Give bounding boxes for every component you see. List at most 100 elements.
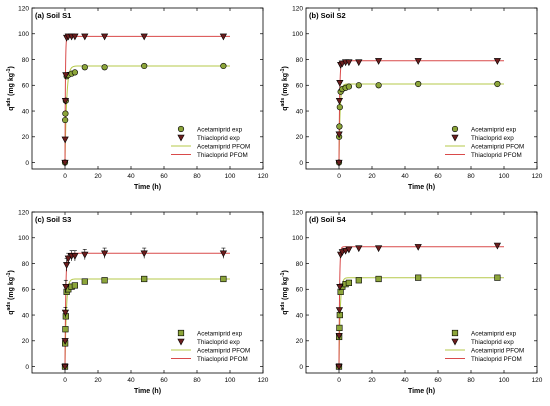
x-tick-label: 0 [337,377,341,384]
chart-panel-c: 0 20 40 60 80 100 120 0 20 40 60 80 100 120 (c) Soil S… [6,209,269,395]
thiacloprid-data-point [335,332,343,340]
x-tick-label: 0 [63,377,67,384]
y-axis-label-part: (mg kg [8,277,15,302]
thiacloprid-data-point [355,245,363,253]
x-axis-label: Time (h) [408,184,435,191]
thiacloprid-data-point [61,98,70,105]
y-tick-label: 60 [22,287,30,294]
y-tick-label: 20 [22,338,30,345]
x-tick-label: 20 [368,377,376,384]
legend-symbol [451,134,459,142]
thiacloprid-data-point [62,284,70,291]
y-tick-label: 20 [22,134,30,141]
acetamiprid-data-point [101,277,108,284]
thiacloprid-data-point [64,255,72,263]
acetamiprid-fit-line [338,83,504,163]
thiacloprid-data-point [345,59,353,67]
plot-frame [305,7,538,170]
acetamiprid-data-point [81,64,88,71]
x-tick-label: 40 [127,377,135,384]
thiacloprid-data-point [335,159,343,167]
x-tick-label: 60 [160,173,168,180]
x-tick-label: 100 [499,377,510,384]
chart-panel-d: 0 20 40 60 80 100 120 0 20 40 60 80 100 120 (d) Soil S… [280,209,543,395]
legend: Acetamiprid exp Thiacloprid expAcetamipri… [171,329,250,363]
thiacloprid-data-point [61,159,69,167]
x-tick-label: 100 [225,173,236,180]
thiacloprid-data-point [355,59,363,67]
y-tick-label: 60 [296,83,304,90]
legend-symbol [451,338,459,346]
y-axis-label-part: q [282,107,289,111]
acetamiprid-data-point [141,62,148,70]
legend-symbol [177,338,185,346]
plot-area [335,58,504,167]
x-tick-label: 20 [368,173,376,180]
acetamiprid-data-point [220,62,227,70]
y-axis-label-part: -1 [280,272,286,277]
acetamiprid-data-point [355,277,362,284]
legend-label: Acetamiprid exp [471,126,517,133]
y-tick-label: 120 [18,209,29,216]
y-axis-label-part: (mg kg [282,277,289,302]
y-axis-label-part: ads [280,302,286,311]
x-tick-label: 80 [193,173,201,180]
x-tick-label: 0 [63,173,67,180]
y-axis-label-part: q [8,311,15,315]
x-axis-label: Time (h) [134,184,161,191]
y-tick-label: 60 [22,83,30,90]
thiacloprid-data-point [63,262,71,269]
legend-label: Acetamiprid exp [197,330,243,337]
y-axis-label: qads (mg kg-1) [280,270,289,315]
acetamiprid-data-point [375,275,382,283]
thiacloprid-data-point [335,98,344,105]
thiacloprid-data-point [81,33,89,41]
legend-label: Thiacloprid exp [197,135,240,142]
acetamiprid-data-point [141,275,148,283]
legend-symbol [177,134,185,142]
y-axis-label-part: -1 [6,68,12,73]
thiacloprid-data-point [62,72,70,80]
y-axis-label-part: ) [8,270,15,272]
x-tick-label: 80 [467,377,475,384]
acetamiprid-data-point [494,80,501,88]
acetamiprid-data-point [81,278,88,285]
acetamiprid-data-point [415,80,422,88]
y-tick-label: 120 [18,5,29,12]
y-tick-label: 120 [292,209,303,216]
acetamiprid-data-point [101,64,108,71]
y-axis-label: qads (mg kg-1) [6,270,15,315]
x-tick-label: 80 [467,173,475,180]
acetamiprid-data-point [62,110,69,117]
panel-title: (c) Soil S3 [35,215,71,224]
acetamiprid-data-point [337,288,344,295]
thiacloprid-data-point [100,33,109,41]
x-tick-label: 120 [258,377,269,384]
legend-label: Thiacloprid PFOM [471,152,522,159]
thiacloprid-data-point [219,33,228,41]
x-axis-label: Time (h) [408,388,435,395]
legend: Acetamiprid exp Thiacloprid expAcetamipri… [445,329,524,363]
legend-label: Acetamiprid exp [471,330,517,337]
y-tick-label: 0 [299,364,303,371]
y-axis-label-part: ) [8,66,15,68]
y-axis-label-part: ads [6,302,12,311]
y-tick-label: 40 [22,312,30,319]
x-tick-label: 60 [434,173,442,180]
y-tick-label: 100 [292,31,303,38]
acetamiprid-data-point [375,82,382,89]
y-axis-label-part: (mg kg [8,73,15,98]
thiacloprid-data-point [414,244,422,251]
thiacloprid-data-point [345,246,353,254]
legend-label: Thiacloprid PFOM [197,356,248,363]
thiacloprid-data-point [335,307,344,314]
thiacloprid-data-point [219,250,228,258]
thiacloprid-data-point [81,251,89,259]
legend-symbol [451,329,459,337]
legend-symbol [177,329,185,337]
thiacloprid-data-point [335,131,343,139]
thiacloprid-data-point [61,136,69,144]
thiacloprid-data-point [61,338,69,345]
y-tick-label: 40 [296,108,304,115]
thiacloprid-data-point [493,242,502,250]
